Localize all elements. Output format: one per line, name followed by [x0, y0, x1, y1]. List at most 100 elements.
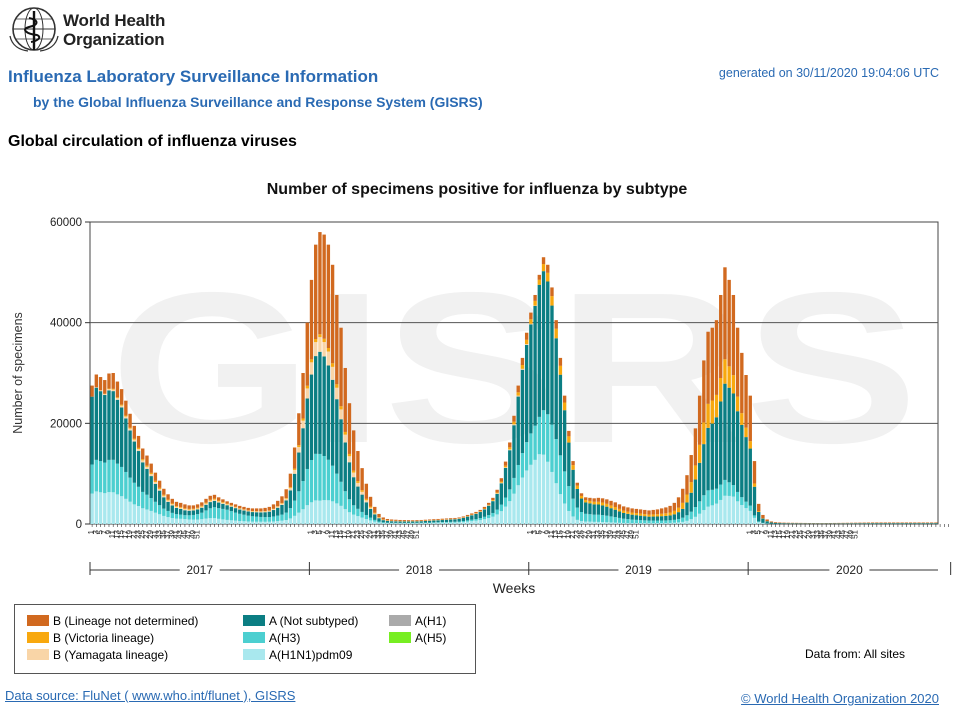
bar-segment-a-not-subtyped: [377, 518, 381, 522]
x-tick-label: 45: [838, 529, 847, 538]
bar-segment-a-h1n1-pdm09: [406, 523, 411, 524]
bar-segment-a-h3: [212, 507, 217, 519]
bar-segment-a-not-subtyped: [440, 520, 444, 523]
bar-segment-b-lineage-not-determined: [533, 294, 537, 301]
bar-segment-b-victoria-lineage: [356, 481, 360, 483]
bar-segment-a-not-subtyped: [685, 502, 689, 516]
bar-segment-a-not-subtyped: [537, 284, 542, 417]
x-tick-label: 37: [602, 529, 611, 538]
bar-segment-a-not-subtyped: [550, 305, 554, 425]
bar-segment-a-not-subtyped: [128, 430, 132, 478]
bar-segment-b-yamagata-lineage: [508, 449, 512, 451]
bar-segment-b-lineage-not-determined: [233, 504, 238, 507]
bar-segment-a-h1n1-pdm09: [98, 492, 103, 524]
bar-segment-b-victoria-lineage: [727, 366, 731, 388]
bar-segment-a-not-subtyped: [457, 518, 461, 522]
bar-segment-a-h1n1-pdm09: [389, 523, 394, 524]
x-tick-label: 7: [758, 529, 767, 534]
bar-segment-b-lineage-not-determined: [474, 511, 478, 514]
bar-segment-a-h1n1-pdm09: [183, 519, 187, 524]
bar-segment-a-not-subtyped: [858, 523, 862, 524]
bar-segment-a-not-subtyped: [896, 523, 900, 524]
bar-segment-a-not-subtyped: [343, 442, 347, 492]
bar-segment-b-lineage-not-determined: [870, 522, 875, 524]
bar-segment-a-h3: [655, 520, 660, 524]
bar-segment-a-h3: [613, 517, 617, 523]
bar-segment-b-yamagata-lineage: [191, 509, 196, 511]
bar-segment-b-lineage-not-determined: [723, 267, 727, 360]
bar-segment-a-not-subtyped: [588, 503, 592, 515]
y-tick-label: 40000: [50, 318, 82, 330]
x-tick-label: 7: [100, 529, 109, 534]
page-subtitle: by the Global Influenza Surveillance and…: [33, 94, 483, 110]
bar-segment-a-h3: [676, 518, 681, 523]
bar-segment-b-yamagata-lineage: [195, 508, 200, 510]
year-label: 2017: [186, 563, 213, 577]
bar-segment-a-h1n1-pdm09: [271, 521, 276, 524]
bar-segment-b-victoria-lineage: [757, 511, 761, 512]
bar-segment-a-h3: [529, 433, 533, 465]
bar-segment-b-victoria-lineage: [187, 508, 191, 510]
bar-segment-b-victoria-lineage: [153, 480, 158, 482]
bar-segment-b-lineage-not-determined: [558, 357, 563, 366]
bar-segment-a-h3: [444, 521, 449, 523]
bar-segment-a-h1n1-pdm09: [436, 522, 440, 524]
x-tick-label: 1: [87, 529, 96, 534]
bar-segment-b-victoria-lineage: [613, 506, 617, 510]
bar-segment-a-h1n1-pdm09: [292, 515, 297, 524]
bar-segment-b-lineage-not-determined: [216, 497, 221, 501]
bar-segment-a-not-subtyped: [740, 424, 744, 498]
bar-segment-a-not-subtyped: [98, 391, 103, 462]
bar-segment-b-victoria-lineage: [622, 510, 626, 513]
bar-segment-b-lineage-not-determined: [119, 389, 124, 405]
bar-segment-a-h1n1-pdm09: [360, 517, 364, 524]
bar-segment-a-h3: [149, 498, 153, 511]
x-tick-label: 19: [125, 529, 134, 538]
bar-segment-a-not-subtyped: [157, 490, 162, 506]
bar-segment-b-lineage-not-determined: [647, 510, 651, 515]
bar-segment-b-lineage-not-determined: [453, 517, 457, 519]
data-source-link[interactable]: Data source: FluNet ( www.who.int/flunet…: [5, 688, 296, 703]
bar-segment-a-h3: [297, 491, 301, 513]
bar-segment-a-not-subtyped: [925, 523, 930, 524]
bar-segment-a-h1n1-pdm09: [550, 471, 554, 524]
bar-segment-a-not-subtyped: [330, 379, 335, 466]
bar-segment-a-not-subtyped: [757, 511, 761, 522]
legend-swatch: [27, 649, 49, 660]
legend-swatch: [389, 615, 411, 626]
bar-segment-b-lineage-not-determined: [487, 502, 491, 505]
bar-segment-b-yamagata-lineage: [233, 507, 238, 509]
bar-segment-b-victoria-lineage: [676, 507, 681, 513]
bar-segment-b-lineage-not-determined: [326, 244, 331, 349]
bar-segment-a-h1n1-pdm09: [200, 519, 204, 524]
bar-segment-a-h1n1-pdm09: [503, 506, 508, 524]
bar-segment-b-victoria-lineage: [141, 459, 145, 461]
bar-segment-a-not-subtyped: [491, 501, 495, 513]
bar-segment-a-h1n1-pdm09: [444, 522, 449, 524]
bar-segment-a-not-subtyped: [710, 423, 714, 490]
bar-segment-b-lineage-not-determined: [415, 520, 419, 521]
copyright-link[interactable]: © World Health Organization 2020: [741, 691, 939, 706]
bar-segment-b-yamagata-lineage: [343, 434, 347, 443]
bar-segment-a-not-subtyped: [478, 512, 482, 519]
bar-segment-a-not-subtyped: [672, 514, 677, 520]
bar-segment-b-victoria-lineage: [592, 501, 596, 505]
bar-segment-b-lineage-not-determined: [94, 374, 99, 388]
bar-segment-b-lineage-not-determined: [482, 506, 487, 509]
bar-segment-a-h1n1-pdm09: [659, 523, 664, 524]
bar-segment-a-h3: [343, 491, 347, 510]
section-title: Global circulation of influenza viruses: [8, 133, 297, 150]
bar-segment-a-h3: [103, 462, 107, 494]
bar-segment-a-not-subtyped: [318, 351, 322, 454]
bar-segment-a-not-subtyped: [487, 505, 491, 516]
x-tick-label: 5: [96, 529, 105, 534]
bar-segment-b-lineage-not-determined: [579, 493, 584, 496]
year-label: 2018: [406, 563, 433, 577]
bar-segment-b-lineage-not-determined: [748, 395, 752, 442]
bar-segment-a-h1n1-pdm09: [651, 523, 655, 524]
bar-segment-a-h3: [503, 497, 508, 507]
bar-segment-b-lineage-not-determined: [107, 373, 111, 389]
bar-segment-a-not-subtyped: [790, 523, 795, 524]
bar-segment-b-victoria-lineage: [706, 403, 710, 428]
bar-segment-a-h3: [571, 498, 575, 517]
